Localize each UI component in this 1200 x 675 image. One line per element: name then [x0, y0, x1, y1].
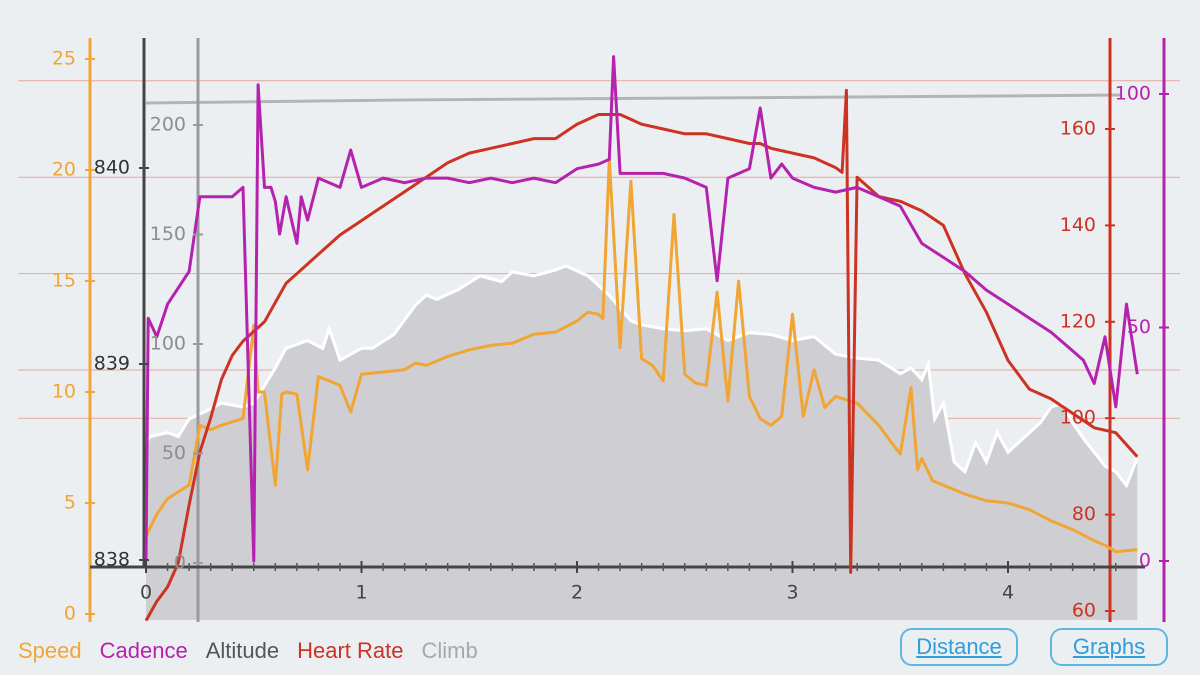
distance-button[interactable]: Distance	[900, 628, 1018, 666]
climb-tick-label: 200	[150, 114, 186, 136]
graphs-button[interactable]: Graphs	[1050, 628, 1168, 666]
legend-climb[interactable]: Climb	[421, 638, 478, 663]
speed-tick-label: 15	[52, 270, 76, 292]
altitude-area	[144, 264, 1139, 620]
x-tick-label: 0	[140, 582, 152, 604]
heart-rate-tick-label: 160	[1060, 118, 1096, 140]
altitude-area-fill	[146, 266, 1138, 620]
axes	[88, 38, 1166, 622]
x-tick-label: 1	[355, 582, 367, 604]
altitude-line	[144, 264, 1139, 489]
speed-tick-label: 10	[52, 381, 76, 403]
heart-rate-tick-label: 60	[1072, 600, 1096, 622]
series-cadence	[144, 55, 1139, 563]
speed-tick-label: 20	[52, 159, 76, 181]
climb-tick-label: 100	[150, 333, 186, 355]
chart-canvas: 0510152025838839840050100150200608010012…	[18, 38, 1180, 625]
altitude-tick-label: 839	[94, 353, 130, 375]
heart-rate-tick-label: 80	[1072, 503, 1096, 525]
speed-tick-label: 25	[52, 48, 76, 70]
heart-rate-tick-label: 120	[1060, 310, 1096, 332]
hr-gridlines	[18, 80, 1180, 419]
legend-cadence[interactable]: Cadence	[99, 638, 188, 663]
legend-speed[interactable]: Speed	[18, 638, 82, 663]
series-lines	[144, 55, 1139, 622]
speed-tick-label: 0	[64, 603, 76, 625]
heart-rate-tick-label: 100	[1060, 407, 1096, 429]
x-tick-label: 4	[1002, 582, 1014, 604]
speed-tick-label: 5	[64, 492, 76, 514]
altitude-tick-label: 838	[94, 549, 130, 571]
chart-legend: Speed Cadence Altitude Heart Rate Climb	[18, 638, 496, 670]
legend-altitude[interactable]: Altitude	[205, 638, 280, 663]
heart-rate-tick-label: 140	[1060, 214, 1096, 236]
climb-reference-line	[145, 93, 1121, 105]
climb-tick-label: 50	[162, 442, 186, 464]
x-tick-label: 2	[571, 582, 583, 604]
legend-heart-rate[interactable]: Heart Rate	[297, 638, 404, 663]
x-tick-label: 3	[786, 582, 798, 604]
series-speed	[144, 157, 1138, 554]
tick-labels: 0510152025838839840050100150200608010012…	[52, 48, 1169, 625]
series-heart-rate	[144, 88, 1139, 622]
cadence-tick-label: 0	[1139, 550, 1151, 572]
altitude-tick-label: 840	[94, 157, 130, 179]
climb-tick-label: 150	[150, 223, 186, 245]
cadence-tick-label: 100	[1115, 83, 1151, 105]
climb-tick-label: 0	[174, 552, 186, 574]
cadence-tick-label: 50	[1127, 316, 1151, 338]
